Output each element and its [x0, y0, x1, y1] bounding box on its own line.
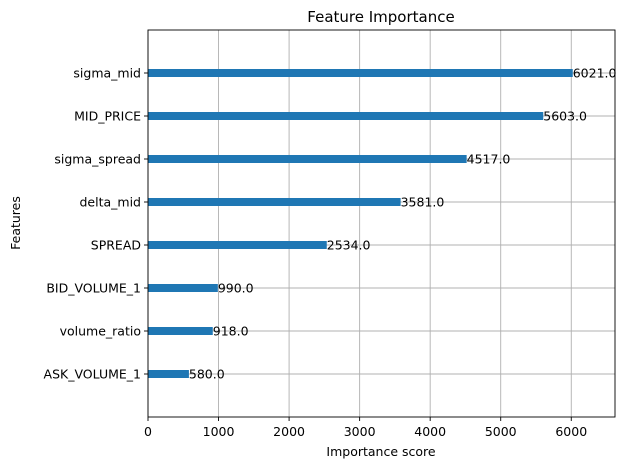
bar-value-label: 918.0 [213, 324, 249, 339]
bar [148, 327, 213, 335]
bar [148, 155, 467, 163]
y-tick-label: sigma_mid [73, 66, 141, 81]
y-axis-ticks: sigma_mid MID_PRICE sigma_spread delta_mid S… [44, 66, 148, 382]
bar-value-label: 5603.0 [543, 109, 587, 124]
bar-value-label: 4517.0 [467, 152, 511, 167]
y-tick-label: BID_VOLUME_1 [46, 281, 141, 296]
x-tick-label: 4000 [414, 424, 446, 439]
x-axis-ticks: 0 1000 2000 3000 4000 5000 6000 [144, 417, 587, 439]
bar [148, 198, 401, 206]
x-tick-label: 6000 [555, 424, 587, 439]
bars [148, 69, 573, 378]
y-tick-label: ASK_VOLUME_1 [44, 367, 141, 382]
bar-value-label: 2534.0 [327, 238, 371, 253]
value-labels: 6021.0 5603.0 4517.0 3581.0 2534.0 990.0 918.0… [189, 66, 617, 382]
grid-lines [147, 30, 615, 417]
y-tick-label: volume_ratio [60, 324, 141, 339]
x-tick-label: 1000 [203, 424, 235, 439]
bar-value-label: 990.0 [218, 281, 254, 296]
bar [148, 69, 573, 77]
bar [148, 370, 189, 378]
bar [148, 112, 544, 120]
y-axis-label: Features [8, 196, 23, 250]
bar [148, 284, 218, 292]
y-tick-label: delta_mid [80, 195, 142, 210]
x-axis-label: Importance score [326, 444, 436, 459]
x-tick-label: 3000 [344, 424, 376, 439]
bar-value-label: 3581.0 [401, 195, 445, 210]
x-tick-label: 2000 [273, 424, 305, 439]
bar [148, 241, 327, 249]
x-tick-label: 5000 [485, 424, 517, 439]
y-tick-label: sigma_spread [54, 152, 141, 167]
bar-value-label: 580.0 [189, 367, 225, 382]
plot-frame [147, 29, 616, 418]
y-tick-label: MID_PRICE [74, 109, 141, 124]
bar-value-label: 6021.0 [573, 66, 617, 81]
x-tick-label: 0 [144, 424, 152, 439]
chart-title: Feature Importance [307, 8, 454, 26]
y-tick-label: SPREAD [91, 238, 141, 253]
